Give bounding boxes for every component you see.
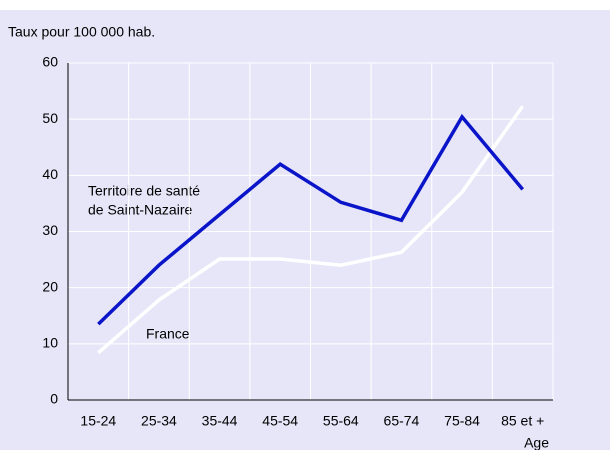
series-line (97, 113, 525, 326)
y-tick-label: 20 (42, 278, 58, 294)
x-tick-label: 85 et + (501, 413, 544, 429)
x-tick-label: 25-34 (141, 413, 177, 429)
y-tick-label: 0 (50, 391, 58, 407)
x-axis-title: Age (524, 435, 549, 450)
x-tick-label: 15-24 (80, 413, 116, 429)
annotation: France (146, 326, 190, 342)
y-tick-label: 30 (42, 222, 58, 238)
y-tick-label: 50 (42, 110, 58, 126)
x-tick-label: 35-44 (202, 413, 238, 429)
annotation: de Saint-Nazaire (88, 202, 192, 218)
y-tick-label: 10 (42, 335, 58, 351)
y-tick-label: 60 (42, 54, 58, 70)
x-tick-label: 45-54 (262, 413, 298, 429)
x-tick-label: 75-84 (444, 413, 480, 429)
annotation: Territoire de santé (88, 183, 200, 199)
y-axis-title: Taux pour 100 000 hab. (8, 24, 155, 40)
series-line (97, 105, 525, 355)
chart-background (0, 10, 610, 450)
y-tick-label: 40 (42, 166, 58, 182)
x-tick-label: 65-74 (384, 413, 420, 429)
x-tick-label: 55-64 (323, 413, 359, 429)
